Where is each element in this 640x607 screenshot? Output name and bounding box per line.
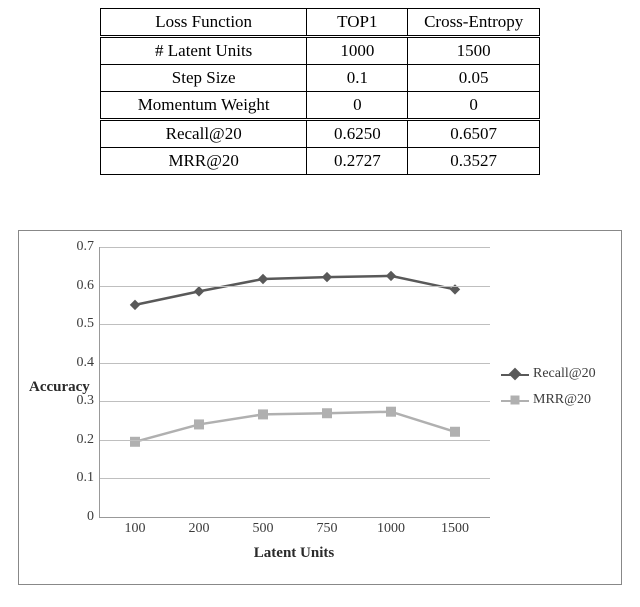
x-tick-label: 1500: [441, 521, 469, 537]
row-label: Recall@20: [101, 120, 307, 148]
row-label: Step Size: [101, 65, 307, 92]
legend-item-recall: Recall@20: [501, 361, 617, 387]
y-tick-label: 0.3: [64, 393, 94, 409]
row-label: Momentum Weight: [101, 92, 307, 120]
square-icon: [323, 409, 332, 418]
series-line: [135, 276, 455, 305]
x-tick-label: 200: [189, 521, 210, 537]
cell: 0.1: [307, 65, 408, 92]
cell: 1500: [408, 37, 540, 65]
col-header-label: Loss Function: [101, 9, 307, 37]
grid-line: [100, 247, 490, 248]
diamond-icon: [509, 368, 522, 381]
table-row: Recall@20 0.6250 0.6507: [101, 120, 540, 148]
row-label: # Latent Units: [101, 37, 307, 65]
square-icon: [259, 410, 268, 419]
square-icon: [131, 437, 140, 446]
grid-line: [100, 363, 490, 364]
square-icon: [195, 420, 204, 429]
grid-line: [100, 324, 490, 325]
col-header-ce: Cross-Entropy: [408, 9, 540, 37]
table: Loss Function TOP1 Cross-Entropy # Laten…: [100, 8, 540, 175]
legend-item-mrr: MRR@20: [501, 387, 617, 413]
grid-line: [100, 286, 490, 287]
table-row: # Latent Units 1000 1500: [101, 37, 540, 65]
cell: 1000: [307, 37, 408, 65]
grid-line: [100, 401, 490, 402]
x-tick-label: 500: [253, 521, 274, 537]
diamond-icon: [259, 275, 268, 284]
legend-label: Recall@20: [533, 366, 596, 382]
page-root: Loss Function TOP1 Cross-Entropy # Laten…: [0, 0, 640, 607]
square-icon: [451, 427, 460, 436]
y-tick-label: 0: [64, 509, 94, 525]
chart-frame: Accuracy Latent Units 00.10.20.30.40.50.…: [18, 230, 622, 585]
plot-area: 00.10.20.30.40.50.60.7100200500750100015…: [99, 247, 490, 518]
cell: 0.6507: [408, 120, 540, 148]
table-row: Step Size 0.1 0.05: [101, 65, 540, 92]
cell: 0.2727: [307, 148, 408, 175]
legend-swatch: [501, 366, 529, 382]
series-svg: [100, 247, 490, 517]
cell: 0: [307, 92, 408, 120]
x-tick-label: 100: [125, 521, 146, 537]
cell: 0.05: [408, 65, 540, 92]
y-tick-label: 0.6: [64, 278, 94, 294]
y-tick-label: 0.2: [64, 432, 94, 448]
diamond-icon: [323, 273, 332, 282]
table-row: MRR@20 0.2727 0.3527: [101, 148, 540, 175]
y-tick-label: 0.5: [64, 316, 94, 332]
accuracy-chart: Accuracy Latent Units 00.10.20.30.40.50.…: [18, 230, 622, 590]
diamond-icon: [131, 300, 140, 309]
x-tick-label: 750: [317, 521, 338, 537]
legend-label: MRR@20: [533, 392, 591, 408]
square-icon: [387, 407, 396, 416]
cell: 0.6250: [307, 120, 408, 148]
series-line: [135, 412, 455, 442]
grid-line: [100, 478, 490, 479]
cell: 0: [408, 92, 540, 120]
cell: 0.3527: [408, 148, 540, 175]
col-header-top1: TOP1: [307, 9, 408, 37]
table-row: Momentum Weight 0 0: [101, 92, 540, 120]
legend: Recall@20 MRR@20: [501, 361, 617, 413]
hyperparam-table: Loss Function TOP1 Cross-Entropy # Laten…: [100, 8, 540, 175]
legend-swatch: [501, 392, 529, 408]
x-tick-label: 1000: [377, 521, 405, 537]
y-tick-label: 0.7: [64, 239, 94, 255]
row-label: MRR@20: [101, 148, 307, 175]
table-header-row: Loss Function TOP1 Cross-Entropy: [101, 9, 540, 37]
y-tick-label: 0.1: [64, 470, 94, 486]
diamond-icon: [195, 287, 204, 296]
x-axis-title: Latent Units: [99, 545, 489, 562]
square-icon: [511, 396, 520, 405]
y-tick-label: 0.4: [64, 355, 94, 371]
grid-line: [100, 440, 490, 441]
diamond-icon: [387, 271, 396, 280]
